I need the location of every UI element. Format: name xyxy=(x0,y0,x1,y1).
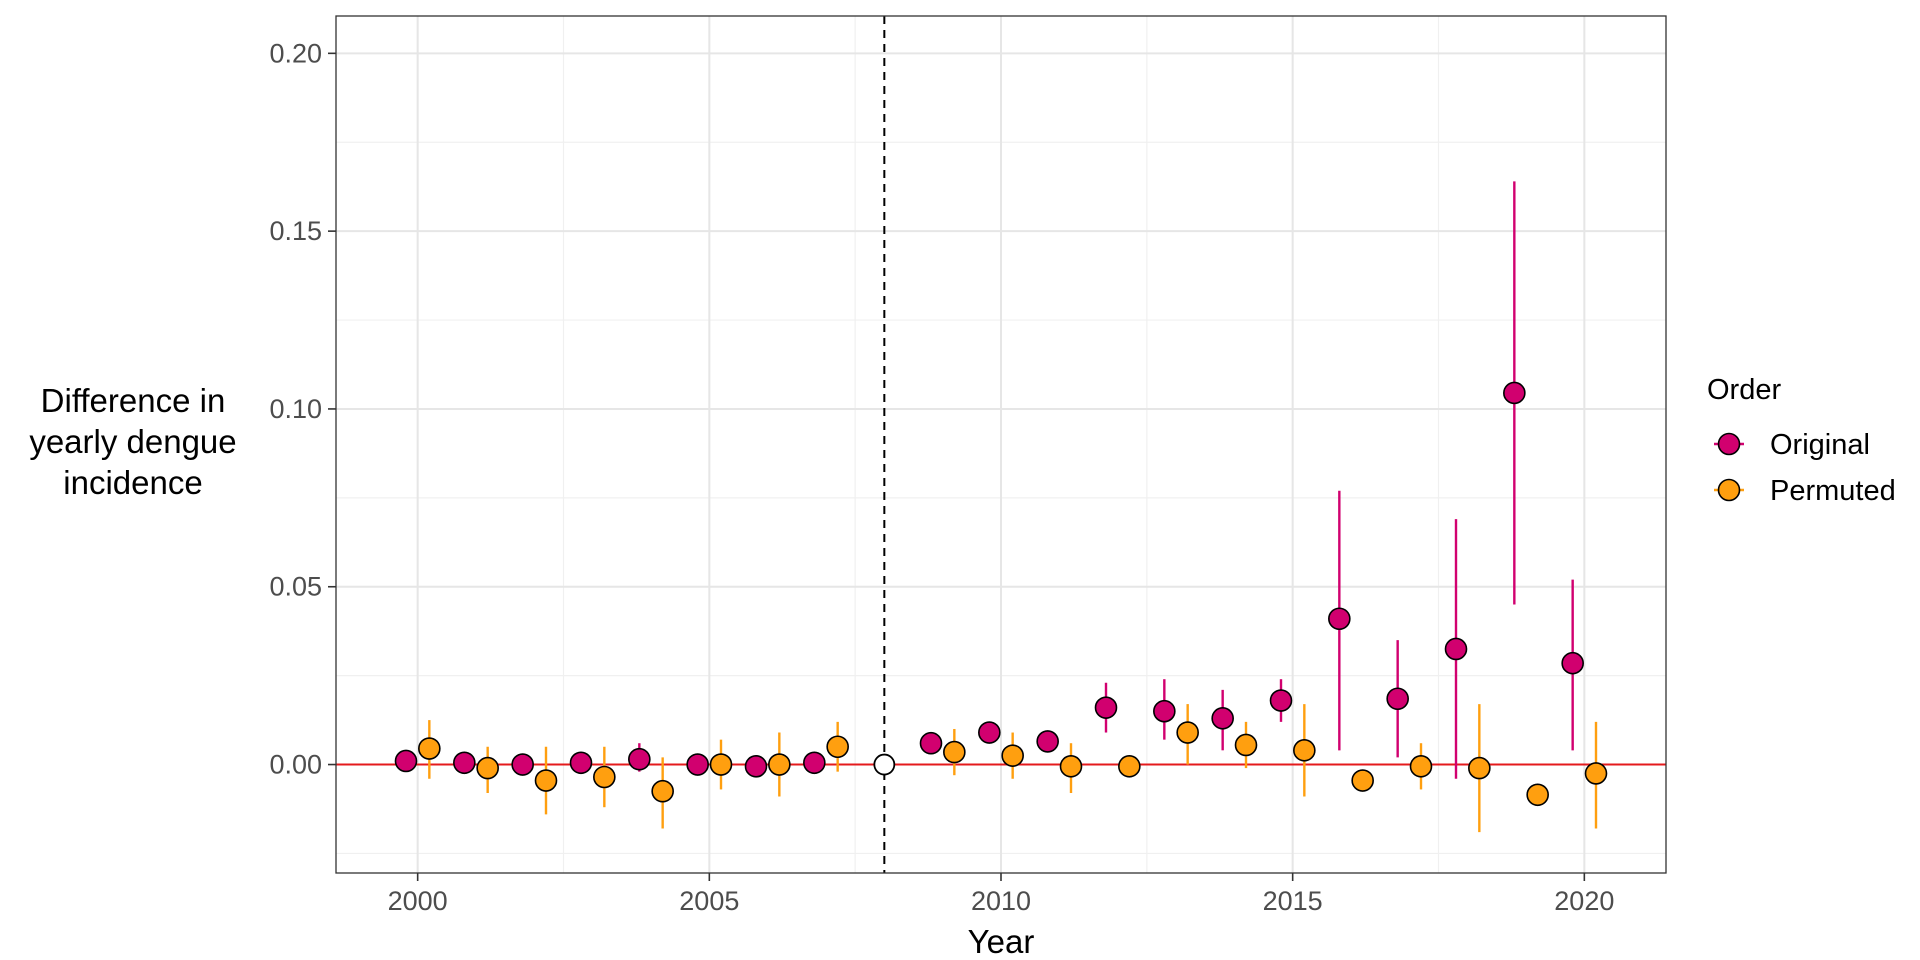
point-permuted xyxy=(534,769,558,792)
point-original xyxy=(1036,730,1059,753)
point-original xyxy=(1503,381,1526,405)
y-tick-label: 0.20 xyxy=(269,38,322,68)
point-permuted xyxy=(1176,721,1199,744)
point-original xyxy=(1153,699,1176,723)
point-original xyxy=(1211,707,1234,730)
point-permuted xyxy=(943,740,966,764)
point-permuted xyxy=(768,753,791,776)
point-permuted xyxy=(1468,756,1491,780)
legend: Order Original Permuted xyxy=(1707,374,1896,507)
point-original xyxy=(569,751,593,775)
legend-title: Order xyxy=(1707,374,1781,406)
point-original xyxy=(1444,637,1468,661)
y-tick-label: 0.15 xyxy=(269,216,322,246)
point-original xyxy=(744,755,768,778)
y-tick-label: 0.10 xyxy=(269,394,322,424)
legend-label-permuted: Permuted xyxy=(1770,475,1896,507)
point-permuted xyxy=(418,737,441,760)
point-original xyxy=(628,747,651,771)
point-permuted xyxy=(651,779,674,803)
point-original xyxy=(1386,687,1409,711)
point-permuted xyxy=(476,756,499,780)
point-original xyxy=(1094,696,1118,719)
point-original xyxy=(1561,651,1584,675)
x-tick-label: 2000 xyxy=(388,886,448,916)
point-permuted xyxy=(593,765,616,789)
point-permuted xyxy=(1526,783,1549,807)
point-permuted xyxy=(1584,762,1608,785)
point-original xyxy=(394,749,418,773)
axes: 2000 2005 2010 2015 2020 0.00 0.05 0.10 0.15 0.20 xyxy=(269,38,1614,916)
legend-item-original: Original xyxy=(1714,429,1870,461)
y-tick-label: 0.00 xyxy=(269,750,322,780)
point-permuted xyxy=(1293,739,1316,762)
point-permuted xyxy=(1234,733,1258,757)
point-permuted xyxy=(1118,755,1141,778)
point-permuted xyxy=(826,735,849,759)
point-original xyxy=(686,753,709,776)
y-axis-title-line-2: yearly dengue xyxy=(29,423,236,460)
point-permuted xyxy=(709,753,733,776)
legend-key-point-original xyxy=(1717,432,1741,456)
reference-lines xyxy=(336,16,1666,873)
point-original xyxy=(803,751,826,775)
y-tick-label: 0.05 xyxy=(269,572,322,602)
data-layer xyxy=(394,181,1608,833)
point-original xyxy=(453,751,476,775)
y-axis-title-line-1: Difference in xyxy=(41,382,226,419)
point-permuted xyxy=(1409,755,1433,778)
point-original xyxy=(919,731,943,755)
x-axis-title: Year xyxy=(968,923,1035,960)
point-permuted xyxy=(1351,769,1374,792)
grid xyxy=(336,16,1666,873)
x-tick-label: 2010 xyxy=(971,886,1031,916)
x-tick-label: 2005 xyxy=(679,886,739,916)
legend-key-point-permuted xyxy=(1717,478,1741,502)
legend-label-original: Original xyxy=(1770,429,1870,461)
point-permuted xyxy=(1001,744,1024,767)
intervention-point xyxy=(873,753,896,776)
point-permuted xyxy=(1059,755,1083,778)
legend-item-permuted: Permuted xyxy=(1714,475,1896,507)
x-tick-label: 2015 xyxy=(1263,886,1323,916)
point-original xyxy=(511,753,534,776)
point-original xyxy=(1269,689,1293,712)
x-tick-label: 2020 xyxy=(1554,886,1614,916)
point-original xyxy=(1328,607,1351,631)
y-axis-title-line-3: incidence xyxy=(63,464,202,501)
point-original xyxy=(978,721,1001,744)
